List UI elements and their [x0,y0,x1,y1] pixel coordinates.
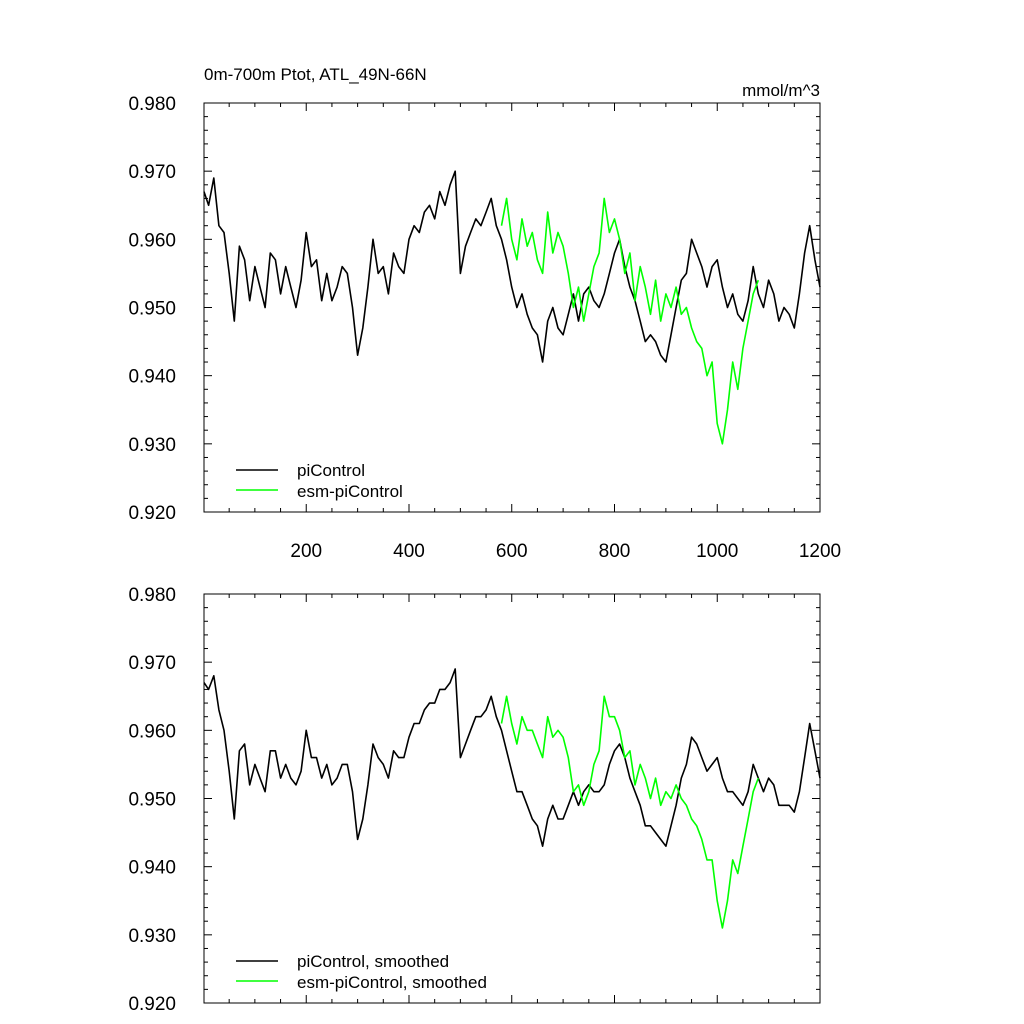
top-series-esm-picontrol [500,197,760,445]
top-ytick-label: 0.960 [128,230,176,251]
top-ytick-label: 0.940 [128,367,176,388]
bottom-axes: 0.920 0.930 0.940 0.950 0.960 0.970 0.980 [128,585,821,1015]
top-ytick-label: 0.920 [128,503,176,524]
top-xtick-label: 600 [496,541,528,562]
bottom-ytick-label: 0.980 [128,585,176,606]
bottom-panel: 0.920 0.930 0.940 0.950 0.960 0.970 0.980 piCo… [128,585,821,1015]
top-series [203,170,821,445]
bottom-ytick-label: 0.960 [128,721,176,742]
bottom-ytick-label: 0.940 [128,858,176,879]
top-xtick-label: 400 [393,541,425,562]
bottom-series-picontrol [203,668,821,848]
bottom-plot-frame [203,593,821,1004]
top-panel: 0m-700m Ptot, ATL_49N-66N mmol/m^3 0.920… [128,65,841,562]
bottom-series-esm-picontrol [500,695,760,929]
top-xtick-label: 800 [599,541,631,562]
top-ytick-label: 0.950 [128,299,176,320]
top-axes: 0.920 0.930 0.940 0.950 0.960 0.970 0.980 200 40… [128,94,841,562]
bottom-ytick-label: 0.930 [128,926,176,947]
top-ytick-label: 0.980 [128,94,176,115]
bottom-series [203,668,821,929]
bottom-legend: piControl, smoothed esm-piControl, smoot… [236,952,487,992]
top-legend: piControl esm-piControl [236,461,403,501]
legend-label-esm-picontrol: esm-piControl [297,482,403,501]
top-xtick-label: 1200 [799,541,841,562]
legend-label-esm-picontrol-smoothed: esm-piControl, smoothed [297,973,487,992]
top-chart-units: mmol/m^3 [742,81,820,100]
bottom-ytick-label: 0.970 [128,653,176,674]
legend-label-picontrol: piControl [297,461,365,480]
top-series-picontrol [203,170,821,363]
legend-label-picontrol-smoothed: piControl, smoothed [297,952,449,971]
top-ytick-label: 0.930 [128,435,176,456]
bottom-ytick-label: 0.950 [128,790,176,811]
top-chart-title: 0m-700m Ptot, ATL_49N-66N [204,65,427,84]
top-ytick-label: 0.970 [128,162,176,183]
top-xtick-label: 1000 [696,541,738,562]
top-xtick-label: 200 [290,541,322,562]
bottom-ytick-label: 0.920 [128,994,176,1015]
